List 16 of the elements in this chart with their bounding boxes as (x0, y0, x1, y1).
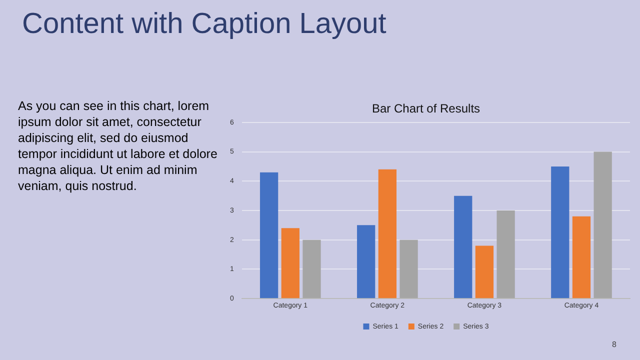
text: Content with Caption Layout (22, 8, 386, 41)
bar (572, 216, 591, 298)
bar (400, 240, 418, 298)
bar (594, 152, 612, 298)
bar (302, 240, 321, 298)
text: 8 (612, 340, 616, 349)
bar (454, 196, 472, 298)
bar (496, 210, 515, 298)
bar (357, 225, 376, 298)
chart-title: Bar Chart of Results (372, 102, 480, 116)
bar (551, 166, 570, 298)
bar (281, 228, 300, 298)
bar (475, 246, 494, 298)
bar (378, 169, 397, 298)
text: As you can see in this chart, lorem ipsum dolor sit amet, consectetur adipiscing elit, sed do eiusmod tempor incididunt ut labore et dolore magna aliqua. Ut enim ad minim veniam, quis nostrud. (18, 98, 218, 194)
bar (260, 172, 278, 298)
